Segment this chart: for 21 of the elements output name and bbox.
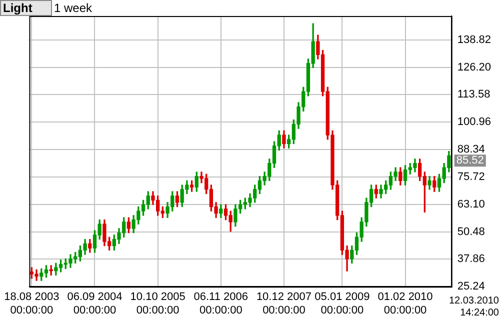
y-tick-label: 126.20: [457, 61, 492, 74]
y-tick-label: 100.96: [457, 116, 492, 128]
y-tick-label: 88.34: [457, 144, 485, 156]
x-tick-label: 06.11 2006 00:00:00: [194, 291, 248, 316]
text: 12.03.2010 14:24:00: [448, 295, 500, 318]
y-tick-label: 138.82: [457, 34, 492, 46]
x-tick-label: 18.08 2003 00:00:00: [4, 291, 60, 316]
x-tick-label: 06.09 2004 00:00:00: [67, 291, 122, 316]
y-tick-label: 50.48: [457, 226, 485, 238]
y-tick-label: 63.10: [457, 198, 485, 210]
chart-title: Light: [0, 0, 52, 16]
y-tick-label: 75.72: [457, 170, 485, 183]
y-tick-label: 37.86: [457, 253, 485, 266]
y-tick-label: 113.58: [457, 88, 490, 101]
chart-subtitle: 1 week: [54, 1, 92, 15]
y-tick-label: 25.24: [457, 280, 485, 293]
text: 85.52: [456, 154, 484, 167]
x-tick-label: 10.10 2005 00:00:00: [130, 291, 186, 316]
x-tick-label: 10.12 2007 00:00:00: [256, 291, 312, 316]
x-tick-label: 05.01 2009 00:00:00: [314, 291, 370, 316]
x-tick-label: 01.02 2010 00:00:00: [378, 291, 433, 316]
